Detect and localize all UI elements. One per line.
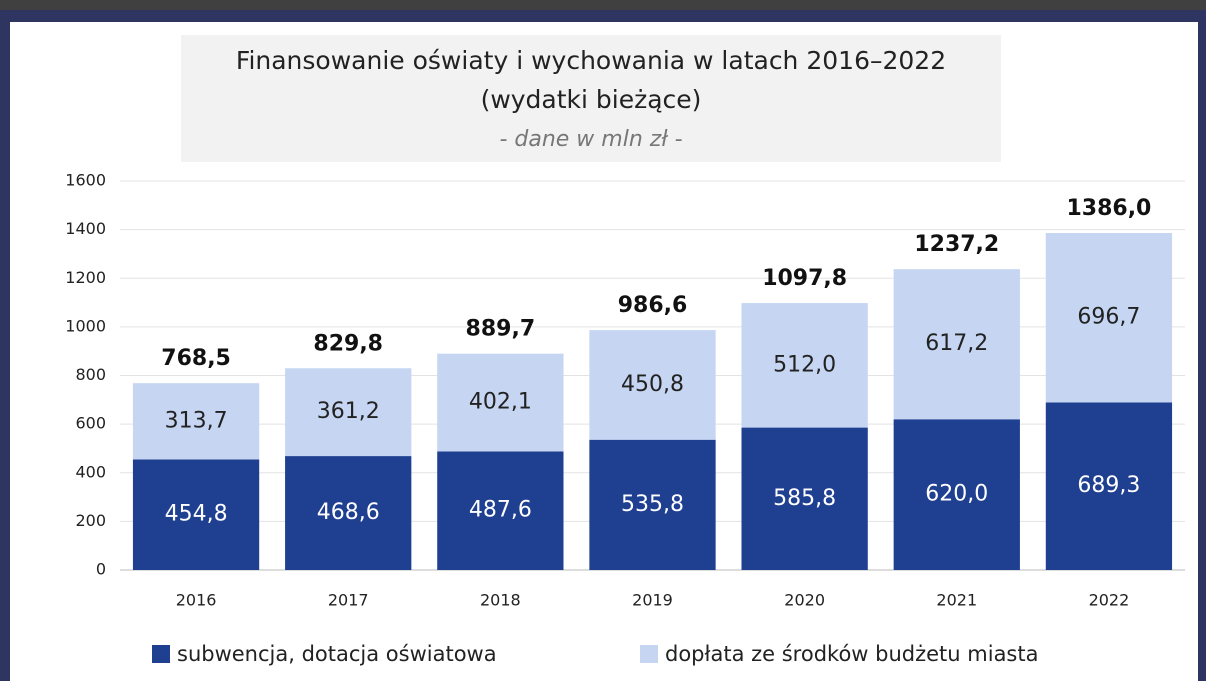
- value-label: 535,8: [621, 492, 684, 517]
- value-label: 617,2: [925, 331, 988, 356]
- x-tick-label: 2020: [784, 591, 825, 610]
- value-label: 585,8: [773, 486, 836, 511]
- x-tick-label: 2019: [632, 591, 673, 610]
- title-box: [181, 35, 1001, 162]
- value-label: 450,8: [621, 372, 684, 397]
- value-label: 402,1: [469, 390, 532, 415]
- chart-subtitle: - dane w mln zł -: [499, 127, 682, 152]
- y-tick-label: 0: [96, 560, 106, 579]
- legend-label: dopłata ze środków budżetu miasta: [665, 642, 1038, 666]
- legend-swatch: [640, 645, 658, 663]
- x-tick-label: 2018: [480, 591, 521, 610]
- y-tick-label: 1600: [65, 171, 106, 190]
- total-label: 889,7: [466, 317, 536, 342]
- bar-segment: [132, 383, 260, 460]
- total-label: 1237,2: [914, 232, 999, 257]
- value-label: 696,7: [1077, 305, 1140, 330]
- y-tick-label: 600: [75, 414, 106, 433]
- legend-label: subwencja, dotacja oświatowa: [177, 642, 497, 666]
- bar-segment: [1045, 233, 1173, 403]
- total-label: 768,5: [161, 346, 231, 371]
- chart-title: (wydatki bieżące): [481, 85, 702, 114]
- bar-segment: [741, 303, 868, 428]
- value-label: 620,0: [925, 482, 988, 507]
- value-label: 454,8: [165, 502, 228, 527]
- y-tick-label: 1200: [65, 268, 106, 287]
- value-label: 487,6: [469, 498, 532, 523]
- bar-segment: [893, 269, 1020, 420]
- bar-segment: [1045, 402, 1173, 570]
- y-tick-label: 1400: [65, 219, 106, 238]
- x-tick-label: 2017: [328, 591, 369, 610]
- total-label: 1097,8: [762, 266, 847, 291]
- value-label: 361,2: [317, 399, 380, 424]
- x-tick-label: 2016: [176, 591, 217, 610]
- x-tick-label: 2021: [936, 591, 977, 610]
- total-label: 1386,0: [1066, 196, 1151, 221]
- total-label: 829,8: [313, 331, 383, 356]
- value-label: 689,3: [1077, 473, 1140, 498]
- y-tick-label: 1000: [65, 316, 106, 335]
- bar-segment: [741, 427, 868, 570]
- bar-segment: [437, 451, 564, 570]
- bar-segment: [893, 419, 1020, 570]
- value-label: 468,6: [317, 500, 380, 525]
- bar-segment: [285, 456, 412, 570]
- bar-segment: [132, 459, 260, 570]
- x-tick-label: 2022: [1089, 591, 1130, 610]
- top-bar: [0, 0, 1206, 10]
- y-tick-label: 800: [75, 365, 106, 384]
- chart-title: Finansowanie oświaty i wychowania w lata…: [236, 46, 946, 75]
- bar-segment: [589, 439, 716, 570]
- y-tick-label: 200: [75, 511, 106, 530]
- y-tick-label: 400: [75, 462, 106, 481]
- legend-swatch: [152, 645, 170, 663]
- value-label: 512,0: [773, 352, 836, 377]
- bar-segment: [285, 368, 412, 457]
- total-label: 986,6: [618, 293, 688, 318]
- bar-segment: [589, 330, 716, 440]
- value-label: 313,7: [165, 408, 228, 433]
- bar-segment: [437, 353, 564, 452]
